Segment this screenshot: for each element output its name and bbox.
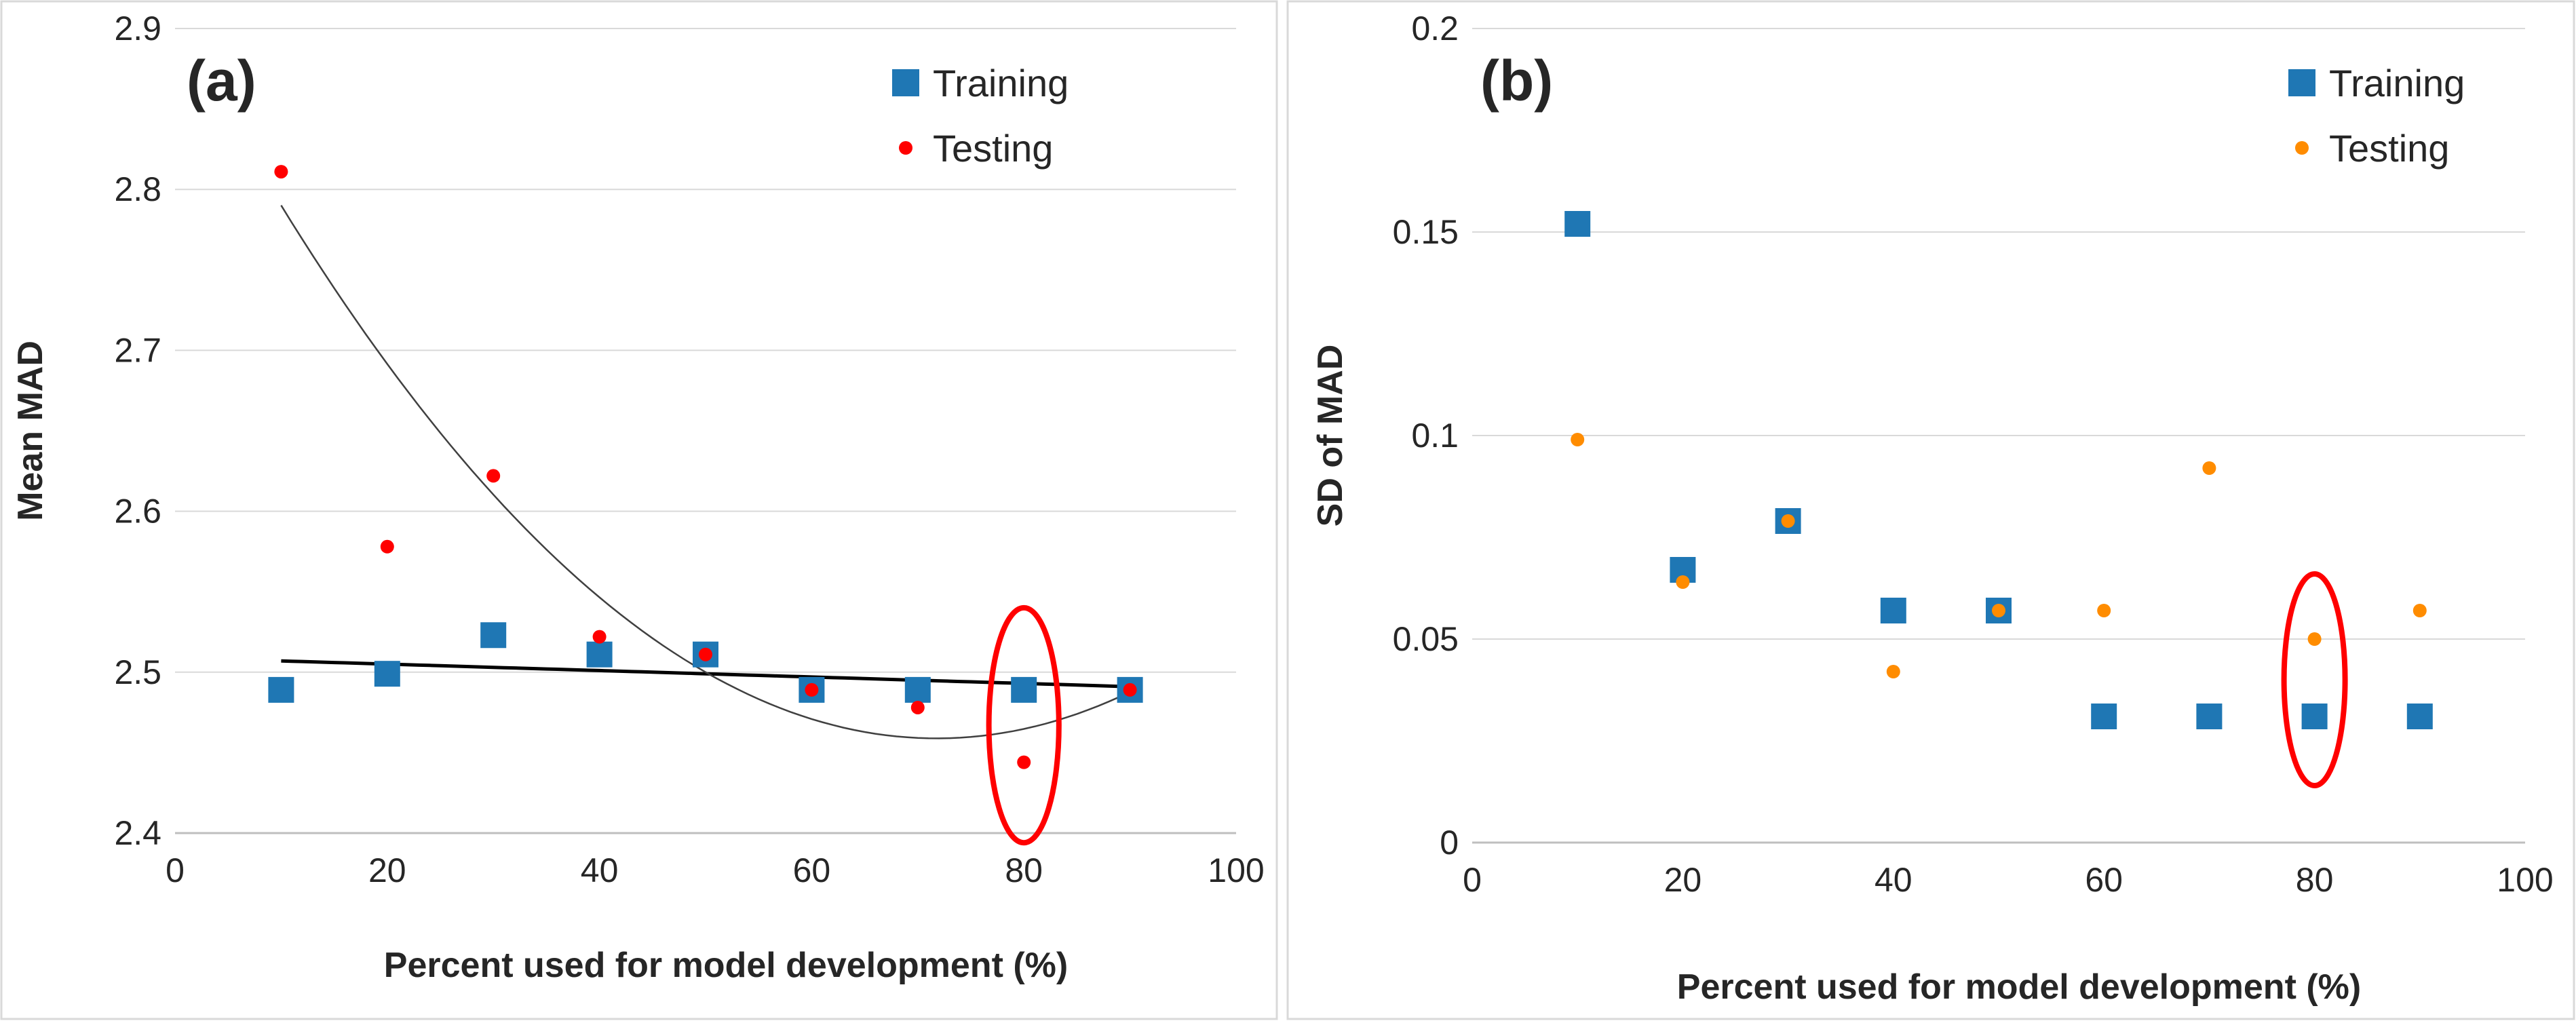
testing-point [2097,604,2111,617]
legend-swatch-testing [2295,141,2309,155]
panel-label: (b) [1480,49,1553,113]
chart-panel-a: 2.4 2.5 2.6 2.7 2.8 2.9 0 20 40 60 80 100 Percent us… [0,0,1278,1020]
testing-point [1992,604,2005,617]
legend-swatch-testing [899,141,912,155]
y-tick-label: 2.6 [114,493,161,531]
testing-point [1886,665,1900,678]
legend-label: Training [2329,62,2465,104]
legend: Training Testing [892,62,1069,170]
x-tick-label: 20 [368,851,406,889]
x-tick-label: 80 [1005,851,1043,889]
training-point [1880,598,1906,623]
training-point [2091,704,2117,729]
training-point [586,641,613,668]
testing-point [380,539,394,554]
training-point [904,676,931,703]
legend-swatch-training [2288,69,2315,96]
testing-point [2202,461,2216,475]
y-tick-label: 2.7 [114,331,161,369]
training-point [374,661,400,687]
y-tick-label: 2.4 [114,814,161,852]
highlight-ellipse [986,604,1062,846]
x-axis-title: Percent used for model development (%) [384,946,1068,985]
testing-point [486,469,501,483]
y-tick-label: 0.15 [1393,213,1459,251]
training-point [268,676,294,703]
legend: Training Testing [2288,62,2465,170]
y-tick-label: 0.05 [1393,620,1459,658]
y-tick-label: 2.9 [114,9,161,47]
x-axis-title: Percent used for model development (%) [1677,967,2361,1007]
testing-point [805,682,819,697]
panel-frame [1286,0,2575,1020]
training-point [1011,676,1037,703]
x-tick-label: 20 [1664,861,1702,899]
testing-point [1123,682,1137,697]
legend-swatch-training [892,69,919,96]
x-tick-label: 100 [2497,861,2553,899]
testing-point [1676,575,1690,589]
y-axis-title: Mean MAD [11,341,50,521]
training-point [2196,704,2223,729]
x-tick-label: 80 [2296,861,2334,899]
x-tick-label: 100 [1208,851,1264,889]
x-tick-label: 0 [1463,861,1482,899]
y-tick-label: 0.1 [1411,417,1459,455]
legend-label: Testing [2329,127,2449,170]
testing-point [699,647,712,661]
testing-point [2307,632,2322,646]
chart-panel-b: 0 0.05 0.1 0.15 0.2 0 20 40 60 80 100 Percent used … [1286,0,2575,1020]
training-point [480,622,507,649]
x-tick-label: 0 [166,851,185,889]
testing-point [2412,604,2427,617]
training-point [2301,704,2328,729]
testing-point [592,630,607,644]
legend-label: Testing [933,127,1053,170]
testing-point [1017,755,1031,769]
panel-frame [0,0,1278,1020]
training-point [2406,704,2433,729]
y-axis-title: SD of MAD [1311,345,1350,527]
y-tick-label: 2.8 [114,170,161,208]
panel-label: (a) [187,49,256,113]
y-tick-label: 0 [1440,824,1459,862]
x-tick-label: 60 [793,851,831,889]
testing-point [910,700,925,714]
y-tick-label: 2.5 [114,653,161,691]
highlight-ellipse [2281,571,2348,788]
y-tick-label: 0.2 [1411,9,1459,47]
legend-label: Training [933,62,1069,104]
x-tick-label: 60 [2085,861,2123,899]
x-tick-label: 40 [581,851,619,889]
training-point [1564,211,1591,237]
testing-point [1781,514,1795,528]
x-tick-label: 40 [1875,861,1912,899]
testing-point [274,165,288,179]
testing-point [1571,433,1585,446]
